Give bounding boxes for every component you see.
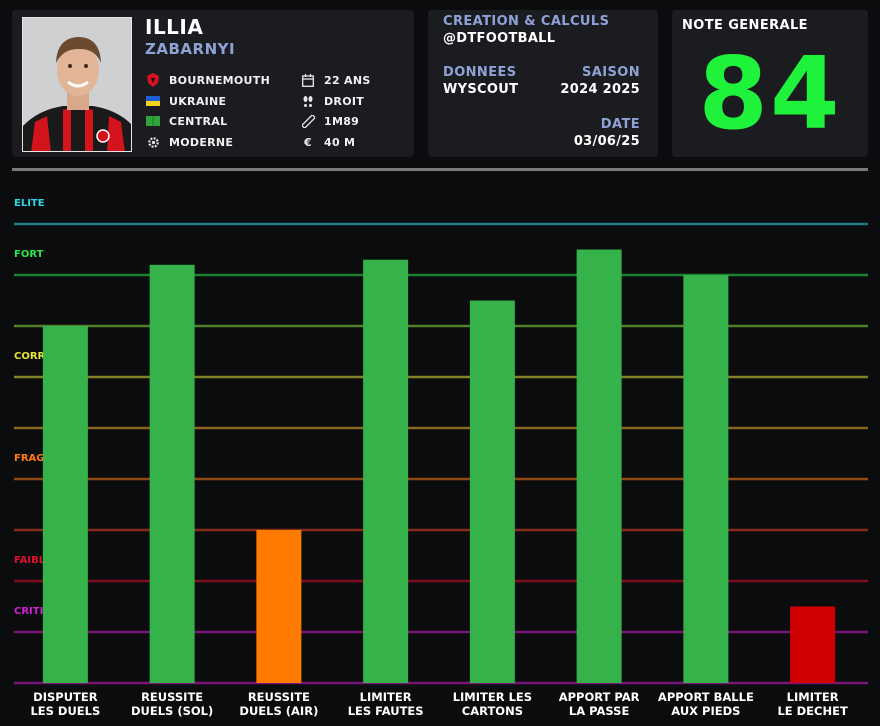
- player-portrait-icon: [23, 18, 131, 151]
- bar-disputer-les-duels: [42, 326, 88, 683]
- saison-value: 2024 2025: [560, 82, 640, 97]
- club-crest-icon: [146, 73, 160, 87]
- level-lines: ELITE FORT CORRECT FRAGILE FAIBLE CRITIQUE: [14, 198, 868, 685]
- info-club: BOURNEMOUTH: [146, 73, 270, 87]
- category-label-limiter-les-fautes: LIMITER LES FAUTES: [348, 690, 424, 718]
- position-label: CENTRAL: [169, 114, 228, 128]
- credits-handle: @DTFOOTBALL: [443, 31, 556, 46]
- info-position: CENTRAL: [146, 114, 227, 128]
- category-label-limiter-le-dechet: LIMITER LE DECHET: [777, 690, 848, 718]
- score-value: 84: [698, 35, 842, 152]
- info-nationality: UKRAINE: [146, 94, 226, 108]
- value-label: 40 M: [324, 135, 356, 149]
- height-label: 1M89: [324, 114, 360, 128]
- category-labels: DISPUTER LES DUELS REUSSITE DUELS (SOL) REUS…: [30, 690, 847, 718]
- level-label-fragile: FRAGILE: [14, 453, 62, 464]
- score-card: NOTE GENERALE 84: [672, 10, 868, 157]
- player-photo: [22, 17, 132, 152]
- info-value: € 40 M: [301, 135, 355, 149]
- bar-apport-balle-aux-pieds: [683, 275, 729, 683]
- club-label: BOURNEMOUTH: [169, 73, 271, 87]
- bar-limiter-les-fautes: [363, 259, 409, 683]
- donnees-label: DONNEES: [443, 65, 517, 80]
- saison-label: SAISON: [582, 65, 640, 80]
- bar-reussite-duels-sol: [149, 264, 195, 683]
- level-label-elite: ELITE: [14, 198, 45, 209]
- player-last-name: ZABARNYI: [145, 40, 236, 58]
- bar-reussite-duels-air: [256, 530, 302, 683]
- category-label-reussite-duels-air: REUSSITE DUELS (AIR): [239, 690, 318, 718]
- gear-icon: [146, 135, 160, 149]
- date-label: DATE: [600, 117, 640, 132]
- ukraine-flag-icon: [146, 94, 160, 108]
- level-label-fort: FORT: [14, 249, 44, 260]
- header-divider: [12, 168, 868, 171]
- info-height: 1M89: [301, 114, 359, 128]
- info-age: 22 ANS: [301, 73, 371, 87]
- age-label: 22 ANS: [324, 73, 371, 87]
- category-label-disputer-les-duels: DISPUTER LES DUELS: [30, 690, 100, 718]
- date-value: 03/06/25: [573, 134, 640, 149]
- foot-label: DROIT: [324, 94, 365, 108]
- footprints-icon: [301, 94, 315, 108]
- bar-chart: ELITE FORT CORRECT FRAGILE FAIBLE CRITIQUE DI…: [14, 198, 868, 718]
- euro-icon: €: [304, 135, 312, 149]
- info-foot: DROIT: [301, 94, 364, 108]
- level-label-critique: CRITIQUE: [14, 606, 67, 617]
- score-label: NOTE GENERALE: [682, 18, 808, 33]
- ruler-icon: [301, 114, 315, 128]
- donnees-value: WYSCOUT: [443, 82, 519, 97]
- bars: [42, 249, 836, 683]
- info-style: MODERNE: [146, 135, 233, 149]
- category-label-limiter-les-cartons: LIMITER LES CARTONS: [453, 690, 532, 718]
- credits-title: CREATION & CALCULS: [443, 14, 610, 29]
- pitch-icon: [146, 114, 160, 128]
- bar-limiter-les-cartons: [469, 300, 515, 683]
- level-label-faible: FAIBLE: [14, 555, 52, 566]
- credits-card: CREATION & CALCULS @DTFOOTBALL DONNEES W…: [428, 10, 658, 157]
- player-card: ILLIA ZABARNYI BOURNEMOUTH UKRAINE CENTR…: [12, 10, 414, 157]
- level-label-correct: CORRECT: [14, 351, 66, 362]
- category-label-reussite-duels-sol: REUSSITE DUELS (SOL): [131, 690, 213, 718]
- player-first-name: ILLIA: [145, 15, 204, 39]
- style-label: MODERNE: [169, 135, 234, 149]
- category-label-apport-balle-aux-pieds: APPORT BALLE AUX PIEDS: [658, 690, 754, 718]
- bar-limiter-le-dechet: [790, 606, 836, 683]
- bar-apport-par-la-passe: [576, 249, 622, 683]
- calendar-icon: [301, 73, 315, 87]
- category-label-apport-par-la-passe: APPORT PAR LA PASSE: [559, 690, 640, 718]
- nationality-label: UKRAINE: [169, 94, 227, 108]
